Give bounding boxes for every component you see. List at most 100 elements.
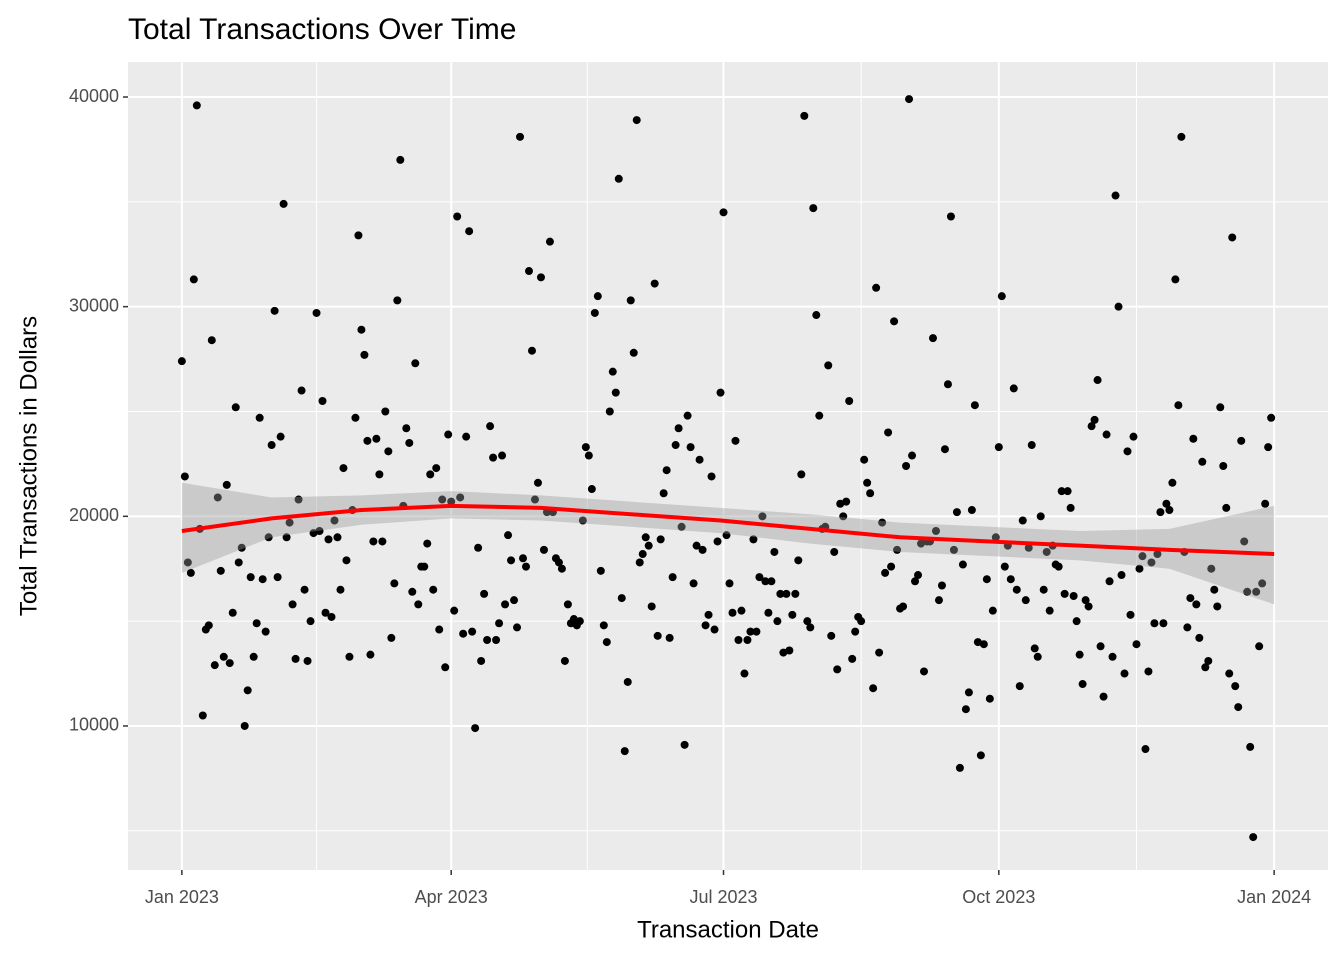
point (498, 451, 507, 460)
point (438, 495, 447, 504)
point (614, 174, 623, 183)
point (387, 633, 396, 642)
point (267, 441, 276, 450)
point (1132, 640, 1141, 649)
point (902, 462, 911, 470)
point (480, 589, 489, 598)
point (225, 659, 234, 668)
point (339, 464, 348, 473)
point (554, 558, 563, 567)
point (414, 600, 423, 609)
point (1063, 487, 1072, 496)
point (1147, 558, 1156, 567)
point (1186, 594, 1195, 603)
point (587, 485, 596, 494)
point (955, 763, 964, 772)
point (976, 751, 985, 760)
point (1108, 652, 1117, 661)
point (1018, 516, 1027, 525)
point (411, 359, 420, 368)
point (429, 585, 438, 594)
point (563, 600, 572, 609)
point (366, 650, 375, 659)
point (1105, 577, 1114, 586)
point (249, 652, 258, 661)
point (342, 556, 351, 565)
point (860, 455, 869, 464)
point (513, 623, 522, 632)
point (1219, 462, 1228, 470)
point (216, 566, 225, 575)
point (641, 533, 650, 542)
point (1060, 589, 1069, 598)
point (210, 661, 219, 670)
point (354, 231, 363, 240)
point (300, 585, 309, 594)
y-tick-label: 10000 (69, 715, 119, 735)
point (432, 464, 441, 473)
point (324, 535, 333, 544)
point (680, 740, 689, 749)
point (749, 535, 758, 544)
point (345, 652, 354, 661)
point (557, 564, 566, 573)
point (791, 589, 800, 598)
point (1087, 422, 1096, 431)
point (644, 541, 653, 550)
point (809, 204, 818, 213)
point (988, 606, 997, 615)
point (1162, 499, 1171, 508)
point (1171, 275, 1180, 284)
point (824, 361, 833, 370)
point (243, 686, 252, 695)
point (1213, 602, 1222, 611)
point (177, 357, 186, 366)
point (979, 640, 988, 649)
point (869, 684, 878, 693)
point (806, 623, 815, 632)
point (435, 625, 444, 634)
point (755, 573, 764, 582)
x-tick-label: Jan 2023 (145, 887, 219, 907)
point (336, 585, 345, 594)
point (222, 480, 231, 489)
point (686, 443, 695, 452)
point (746, 627, 755, 636)
point (689, 579, 698, 588)
point (967, 506, 976, 515)
point (198, 711, 207, 720)
y-tick-label: 20000 (69, 505, 119, 525)
point (851, 627, 860, 636)
point (940, 445, 949, 454)
point (638, 550, 647, 559)
point (1126, 610, 1135, 619)
point (997, 292, 1006, 301)
point (887, 562, 896, 571)
point (492, 636, 501, 645)
point (764, 608, 773, 617)
point (357, 325, 366, 334)
x-tick-label: Jan 2024 (1237, 887, 1311, 907)
point (204, 621, 213, 630)
point (776, 589, 785, 598)
point (905, 95, 914, 104)
point (372, 434, 381, 443)
point (447, 497, 456, 506)
point (360, 350, 369, 359)
point (258, 575, 267, 584)
point (270, 306, 279, 315)
point (1198, 457, 1207, 466)
point (501, 600, 510, 609)
smooth-line (181, 503, 1275, 557)
y-axis-title: Total Transactions in Dollars (15, 316, 42, 616)
point (527, 346, 536, 355)
point (1228, 233, 1237, 242)
point (934, 596, 943, 605)
point (1174, 401, 1183, 410)
point (737, 606, 746, 615)
x-tick-label: Oct 2023 (962, 887, 1035, 907)
x-tick-label: Apr 2023 (415, 887, 488, 907)
point (282, 533, 291, 542)
point (1210, 585, 1219, 594)
